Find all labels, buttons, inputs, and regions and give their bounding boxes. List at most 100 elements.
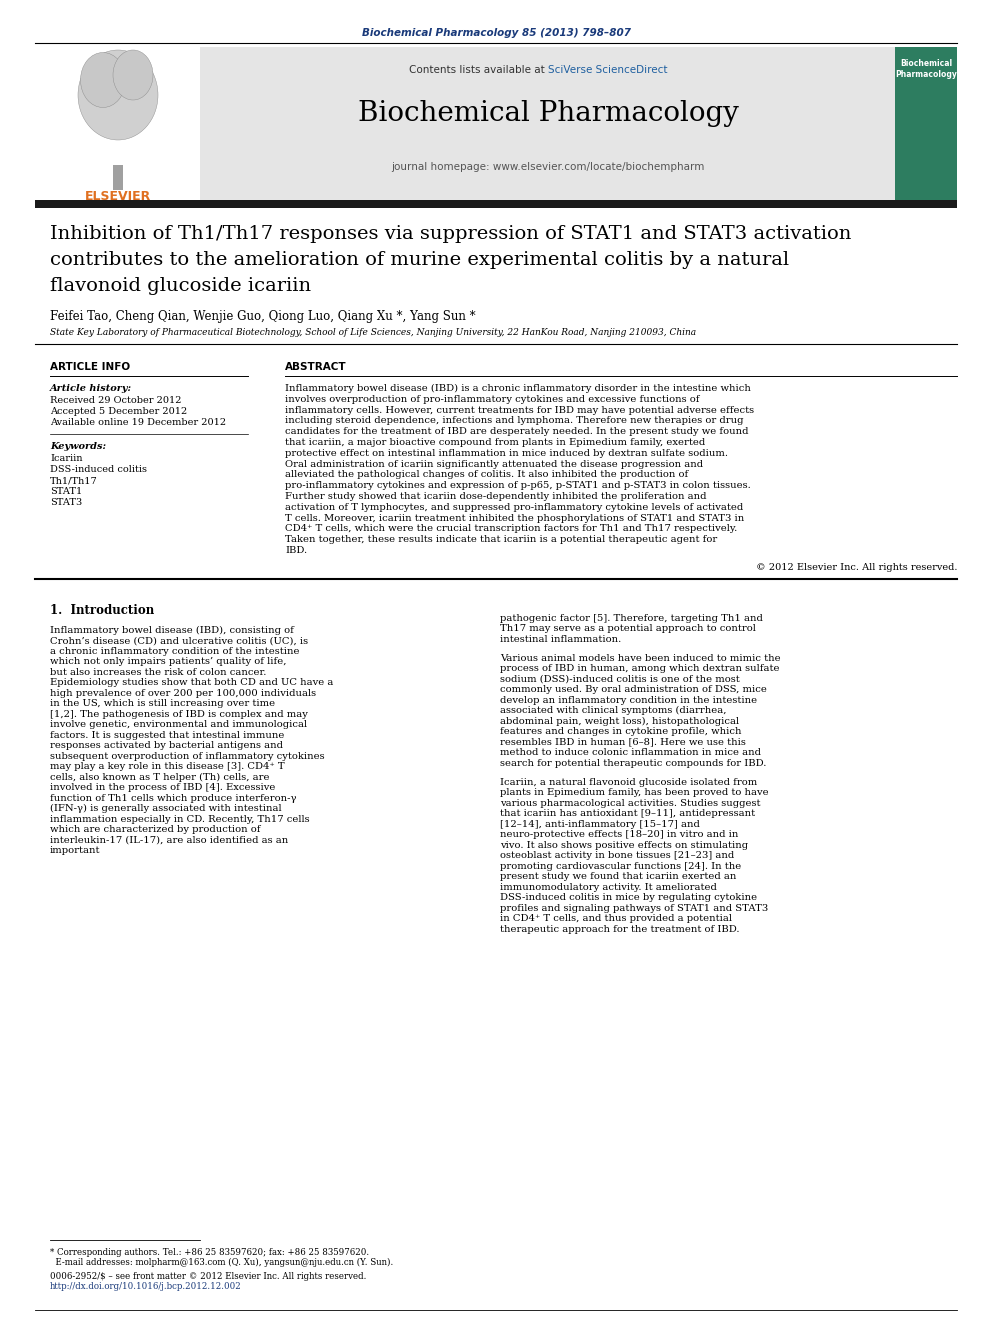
Text: activation of T lymphocytes, and suppressed pro-inflammatory cytokine levels of : activation of T lymphocytes, and suppres…	[285, 503, 743, 512]
Text: osteoblast activity in bone tissues [21–23] and: osteoblast activity in bone tissues [21–…	[500, 851, 734, 860]
Text: [1,2]. The pathogenesis of IBD is complex and may: [1,2]. The pathogenesis of IBD is comple…	[50, 710, 308, 718]
Text: present study we found that icariin exerted an: present study we found that icariin exer…	[500, 872, 736, 881]
Text: Inflammatory bowel disease (IBD) is a chronic inflammatory disorder in the intes: Inflammatory bowel disease (IBD) is a ch…	[285, 384, 751, 393]
Bar	[113, 165, 123, 191]
Text: Inhibition of Th1/Th17 responses via suppression of STAT1 and STAT3 activation: Inhibition of Th1/Th17 responses via sup…	[50, 225, 851, 243]
Ellipse shape	[113, 50, 153, 101]
Text: which not only impairs patients’ quality of life,: which not only impairs patients’ quality…	[50, 658, 287, 667]
Text: subsequent overproduction of inflammatory cytokines: subsequent overproduction of inflammator…	[50, 751, 324, 761]
Text: inflammatory cells. However, current treatments for IBD may have potential adver: inflammatory cells. However, current tre…	[285, 406, 754, 414]
Text: Inflammatory bowel disease (IBD), consisting of: Inflammatory bowel disease (IBD), consis…	[50, 626, 294, 635]
Text: STAT3: STAT3	[50, 497, 82, 507]
Text: Icariin: Icariin	[50, 454, 82, 463]
Text: inflammation especially in CD. Recently, Th17 cells: inflammation especially in CD. Recently,…	[50, 815, 310, 824]
Text: neuro-protective effects [18–20] in vitro and in: neuro-protective effects [18–20] in vitr…	[500, 830, 738, 839]
Bar	[200, 48, 895, 200]
Text: profiles and signaling pathways of STAT1 and STAT3: profiles and signaling pathways of STAT1…	[500, 904, 768, 913]
Text: flavonoid glucoside icariin: flavonoid glucoside icariin	[50, 277, 311, 295]
Text: process of IBD in human, among which dextran sulfate: process of IBD in human, among which dex…	[500, 664, 780, 673]
Text: which are characterized by production of: which are characterized by production of	[50, 826, 261, 835]
Text: interleukin-17 (IL-17), are also identified as an: interleukin-17 (IL-17), are also identif…	[50, 836, 289, 845]
Text: Th17 may serve as a potential approach to control: Th17 may serve as a potential approach t…	[500, 624, 756, 634]
Text: [12–14], anti-inflammatory [15–17] and: [12–14], anti-inflammatory [15–17] and	[500, 820, 700, 828]
Text: candidates for the treatment of IBD are desperately needed. In the present study: candidates for the treatment of IBD are …	[285, 427, 749, 437]
Text: resembles IBD in human [6–8]. Here we use this: resembles IBD in human [6–8]. Here we us…	[500, 738, 746, 746]
Text: involves overproduction of pro-inflammatory cytokines and excessive functions of: involves overproduction of pro-inflammat…	[285, 394, 699, 404]
Text: promoting cardiovascular functions [24]. In the: promoting cardiovascular functions [24].…	[500, 861, 741, 871]
Text: Contents lists available at: Contents lists available at	[409, 65, 548, 75]
Text: IBD.: IBD.	[285, 546, 308, 556]
Text: Icariin, a natural flavonoid glucoside isolated from: Icariin, a natural flavonoid glucoside i…	[500, 778, 757, 787]
Text: commonly used. By oral administration of DSS, mice: commonly used. By oral administration of…	[500, 685, 767, 695]
Text: Available online 19 December 2012: Available online 19 December 2012	[50, 418, 226, 427]
Bar	[35, 200, 957, 208]
Text: associated with clinical symptoms (diarrhea,: associated with clinical symptoms (diarr…	[500, 706, 726, 716]
Text: T cells. Moreover, icariin treatment inhibited the phosphorylations of STAT1 and: T cells. Moreover, icariin treatment inh…	[285, 513, 744, 523]
Text: features and changes in cytokine profile, which: features and changes in cytokine profile…	[500, 728, 741, 736]
Text: intestinal inflammation.: intestinal inflammation.	[500, 635, 621, 644]
Text: may play a key role in this disease [3]. CD4⁺ T: may play a key role in this disease [3].…	[50, 762, 285, 771]
Text: 0006-2952/$ – see front matter © 2012 Elsevier Inc. All rights reserved.: 0006-2952/$ – see front matter © 2012 El…	[50, 1271, 366, 1281]
Text: but also increases the risk of colon cancer.: but also increases the risk of colon can…	[50, 668, 267, 677]
Text: Oral administration of icariin significantly attenuated the disease progression : Oral administration of icariin significa…	[285, 459, 703, 468]
Text: responses activated by bacterial antigens and: responses activated by bacterial antigen…	[50, 741, 283, 750]
Text: vivo. It also shows positive effects on stimulating: vivo. It also shows positive effects on …	[500, 840, 748, 849]
Text: http://dx.doi.org/10.1016/j.bcp.2012.12.002: http://dx.doi.org/10.1016/j.bcp.2012.12.…	[50, 1282, 242, 1291]
Text: abdominal pain, weight loss), histopathological: abdominal pain, weight loss), histopatho…	[500, 717, 739, 726]
Text: Biochemical Pharmacology 85 (2013) 798–807: Biochemical Pharmacology 85 (2013) 798–8…	[361, 28, 631, 38]
Text: ARTICLE INFO: ARTICLE INFO	[50, 363, 130, 372]
Text: ABSTRACT: ABSTRACT	[285, 363, 346, 372]
Text: search for potential therapeutic compounds for IBD.: search for potential therapeutic compoun…	[500, 758, 767, 767]
Text: ELSEVIER: ELSEVIER	[85, 191, 151, 202]
Text: therapeutic approach for the treatment of IBD.: therapeutic approach for the treatment o…	[500, 925, 739, 934]
Text: Taken together, these results indicate that icariin is a potential therapeutic a: Taken together, these results indicate t…	[285, 536, 717, 544]
Text: a chronic inflammatory condition of the intestine: a chronic inflammatory condition of the …	[50, 647, 300, 656]
Text: plants in Epimedium family, has been proved to have: plants in Epimedium family, has been pro…	[500, 789, 769, 796]
Text: immunomodulatory activity. It ameliorated: immunomodulatory activity. It ameliorate…	[500, 882, 717, 892]
Text: pro-inflammatory cytokines and expression of p-p65, p-STAT1 and p-STAT3 in colon: pro-inflammatory cytokines and expressio…	[285, 482, 751, 491]
Bar	[895, 48, 957, 200]
Text: pathogenic factor [5]. Therefore, targeting Th1 and: pathogenic factor [5]. Therefore, target…	[500, 614, 763, 623]
Text: DSS-induced colitis in mice by regulating cytokine: DSS-induced colitis in mice by regulatin…	[500, 893, 757, 902]
Text: Epidemiology studies show that both CD and UC have a: Epidemiology studies show that both CD a…	[50, 679, 333, 688]
Text: Keywords:: Keywords:	[50, 442, 106, 451]
Ellipse shape	[80, 53, 126, 107]
Text: Biochemical Pharmacology: Biochemical Pharmacology	[357, 101, 738, 127]
Ellipse shape	[78, 50, 158, 140]
Text: Crohn’s disease (CD) and ulcerative colitis (UC), is: Crohn’s disease (CD) and ulcerative coli…	[50, 636, 309, 646]
Text: Feifei Tao, Cheng Qian, Wenjie Guo, Qiong Luo, Qiang Xu *, Yang Sun *: Feifei Tao, Cheng Qian, Wenjie Guo, Qion…	[50, 310, 475, 323]
Text: contributes to the amelioration of murine experimental colitis by a natural: contributes to the amelioration of murin…	[50, 251, 789, 269]
Text: STAT1: STAT1	[50, 487, 82, 496]
Text: Article history:: Article history:	[50, 384, 132, 393]
Text: method to induce colonic inflammation in mice and: method to induce colonic inflammation in…	[500, 749, 761, 757]
Text: important: important	[50, 847, 100, 855]
Text: State Key Laboratory of Pharmaceutical Biotechnology, School of Life Sciences, N: State Key Laboratory of Pharmaceutical B…	[50, 328, 696, 337]
Text: develop an inflammatory condition in the intestine: develop an inflammatory condition in the…	[500, 696, 757, 705]
Text: DSS-induced colitis: DSS-induced colitis	[50, 464, 147, 474]
Text: (IFN-γ) is generally associated with intestinal: (IFN-γ) is generally associated with int…	[50, 804, 282, 814]
Text: alleviated the pathological changes of colitis. It also inhibited the production: alleviated the pathological changes of c…	[285, 471, 688, 479]
Text: Received 29 October 2012: Received 29 October 2012	[50, 396, 182, 405]
Text: Accepted 5 December 2012: Accepted 5 December 2012	[50, 407, 187, 415]
Text: © 2012 Elsevier Inc. All rights reserved.: © 2012 Elsevier Inc. All rights reserved…	[756, 562, 957, 572]
Text: various pharmacological activities. Studies suggest: various pharmacological activities. Stud…	[500, 799, 761, 807]
Text: that icariin, a major bioactive compound from plants in Epimedium family, exerte: that icariin, a major bioactive compound…	[285, 438, 705, 447]
Text: cells, also known as T helper (Th) cells, are: cells, also known as T helper (Th) cells…	[50, 773, 270, 782]
Text: in CD4⁺ T cells, and thus provided a potential: in CD4⁺ T cells, and thus provided a pot…	[500, 914, 732, 923]
Text: factors. It is suggested that intestinal immune: factors. It is suggested that intestinal…	[50, 730, 285, 740]
Text: in the US, which is still increasing over time: in the US, which is still increasing ove…	[50, 700, 275, 708]
Text: protective effect on intestinal inflammation in mice induced by dextran sulfate : protective effect on intestinal inflamma…	[285, 448, 728, 458]
Text: Biochemical
Pharmacology: Biochemical Pharmacology	[895, 60, 957, 79]
Text: including steroid dependence, infections and lymphoma. Therefore new therapies o: including steroid dependence, infections…	[285, 417, 743, 426]
Text: Further study showed that icariin dose-dependently inhibited the proliferation a: Further study showed that icariin dose-d…	[285, 492, 706, 501]
Text: SciVerse ScienceDirect: SciVerse ScienceDirect	[548, 65, 668, 75]
Text: sodium (DSS)-induced colitis is one of the most: sodium (DSS)-induced colitis is one of t…	[500, 675, 740, 684]
Text: * Corresponding authors. Tel.: +86 25 83597620; fax: +86 25 83597620.: * Corresponding authors. Tel.: +86 25 83…	[50, 1248, 369, 1257]
Text: Various animal models have been induced to mimic the: Various animal models have been induced …	[500, 654, 781, 663]
Text: E-mail addresses: molpharm@163.com (Q. Xu), yangsun@nju.edu.cn (Y. Sun).: E-mail addresses: molpharm@163.com (Q. X…	[50, 1258, 393, 1267]
Text: journal homepage: www.elsevier.com/locate/biochempharm: journal homepage: www.elsevier.com/locat…	[391, 161, 704, 172]
Text: function of Th1 cells which produce interferon-γ: function of Th1 cells which produce inte…	[50, 794, 297, 803]
Text: that icariin has antioxidant [9–11], antidepressant: that icariin has antioxidant [9–11], ant…	[500, 810, 755, 818]
Text: 1.  Introduction: 1. Introduction	[50, 603, 154, 617]
Text: involved in the process of IBD [4]. Excessive: involved in the process of IBD [4]. Exce…	[50, 783, 276, 792]
